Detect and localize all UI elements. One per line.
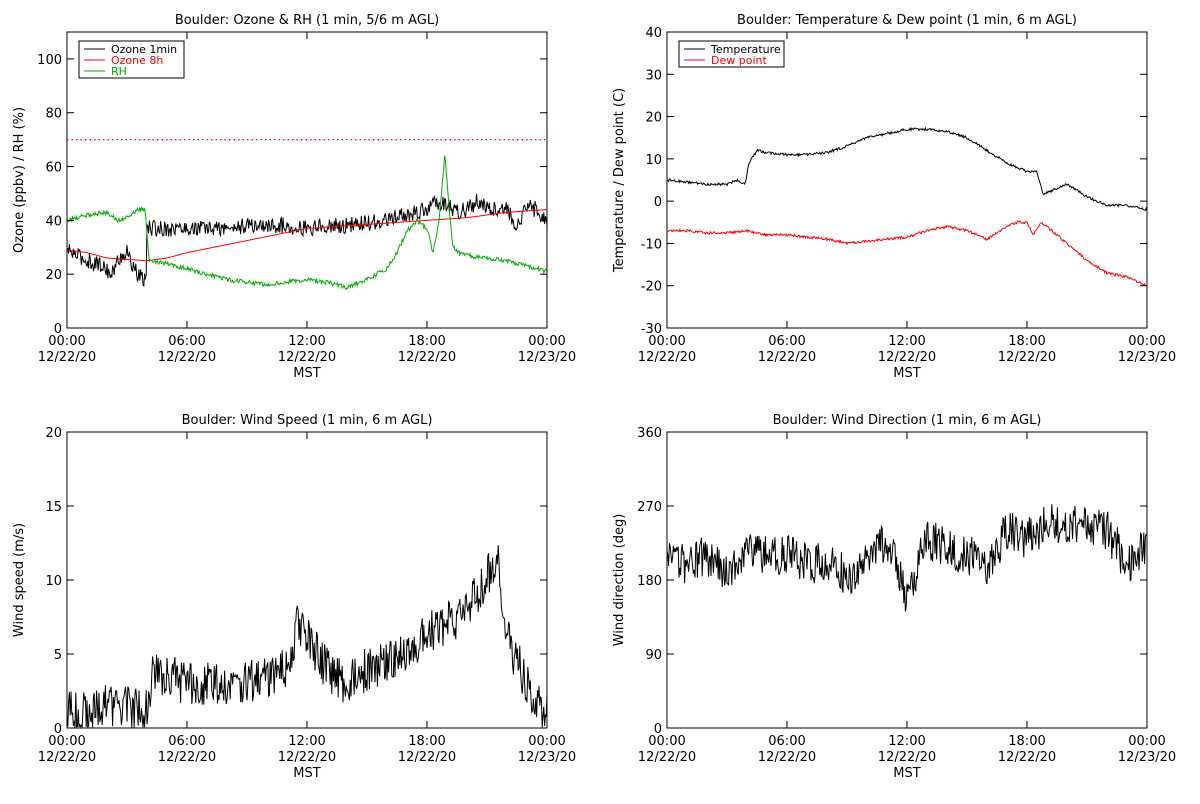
chart-wind-direction: Boulder: Wind Direction (1 min, 6 m AGL)…: [612, 413, 1176, 781]
x-axis-label: MST: [293, 366, 320, 381]
x-tick-label: 06:00: [768, 734, 805, 749]
plot-frame: [666, 431, 1148, 729]
y-tick-label: 30: [645, 68, 662, 83]
y-tick-label: 100: [37, 53, 62, 68]
y-tick-label: 60: [45, 161, 62, 176]
chart-ozone-rh: Boulder: Ozone & RH (1 min, 5/6 m AGL)00…: [12, 13, 576, 381]
x-tick-label: 12:00: [888, 334, 925, 349]
y-tick-label: 0: [654, 195, 662, 210]
y-axis-label: Wind direction (deg): [612, 514, 627, 647]
legend-label: RH: [111, 65, 127, 78]
y-tick-label: 40: [645, 26, 662, 41]
x-tick-date-label: 12/22/20: [998, 350, 1056, 365]
x-tick-label: 12:00: [288, 334, 325, 349]
x-tick-date-label: 12/22/20: [38, 750, 96, 765]
y-tick-label: -30: [641, 322, 662, 337]
chart-title: Boulder: Ozone & RH (1 min, 5/6 m AGL): [175, 13, 439, 28]
x-tick-label: 18:00: [408, 734, 445, 749]
legend-label: Dew point: [711, 54, 767, 67]
y-tick-label: -20: [641, 280, 662, 295]
x-tick-label: 00:00: [1128, 334, 1165, 349]
x-tick-label: 12:00: [888, 734, 925, 749]
y-tick-label: 20: [45, 268, 62, 283]
y-tick-label: 40: [45, 214, 62, 229]
x-axis-label: MST: [893, 366, 920, 381]
x-tick-label: 00:00: [528, 734, 565, 749]
x-tick-date-label: 12/23/20: [1118, 750, 1176, 765]
x-tick-date-label: 12/22/20: [278, 750, 336, 765]
plot-frame: [66, 431, 548, 729]
x-tick-label: 18:00: [1008, 734, 1045, 749]
series-line: [667, 220, 1147, 287]
legend-label: Temperature: [710, 43, 781, 56]
x-tick-date-label: 12/22/20: [158, 350, 216, 365]
x-tick-label: 12:00: [288, 734, 325, 749]
y-tick-label: 15: [45, 500, 62, 515]
y-axis-label: Temperature / Dew point (C): [612, 88, 627, 273]
legend-box: [678, 40, 785, 68]
x-tick-label: 00:00: [528, 334, 565, 349]
chart-title: Boulder: Temperature & Dew point (1 min,…: [737, 13, 1077, 28]
y-tick-label: 80: [45, 107, 62, 122]
legend-label: Ozone 1min: [111, 43, 177, 56]
x-tick-date-label: 12/22/20: [758, 750, 816, 765]
chart-temp-dewpoint: Boulder: Temperature & Dew point (1 min,…: [612, 13, 1176, 381]
y-tick-label: 0: [654, 722, 662, 737]
x-tick-label: 00:00: [648, 734, 685, 749]
y-tick-label: 90: [645, 648, 662, 663]
legend-label: Ozone 8h: [111, 54, 163, 67]
x-tick-date-label: 12/22/20: [398, 350, 456, 365]
x-tick-date-label: 12/22/20: [638, 750, 696, 765]
x-axis-label: MST: [893, 766, 920, 781]
x-tick-date-label: 12/22/20: [758, 350, 816, 365]
y-tick-label: 360: [637, 426, 662, 441]
series-line: [67, 155, 547, 291]
series-line: [67, 209, 547, 262]
x-tick-label: 06:00: [168, 734, 205, 749]
x-tick-label: 00:00: [48, 334, 85, 349]
x-tick-label: 00:00: [1128, 734, 1165, 749]
y-tick-label: 10: [45, 574, 62, 589]
y-tick-label: 180: [637, 574, 662, 589]
series-line: [67, 545, 547, 728]
x-tick-label: 06:00: [168, 334, 205, 349]
x-tick-label: 18:00: [408, 334, 445, 349]
x-tick-date-label: 12/22/20: [878, 350, 936, 365]
x-tick-date-label: 12/22/20: [38, 350, 96, 365]
chart-title: Boulder: Wind Direction (1 min, 6 m AGL): [773, 413, 1042, 428]
y-tick-label: 5: [54, 648, 62, 663]
y-tick-label: 270: [637, 500, 662, 515]
y-axis-label: Ozone (ppbv) / RH (%): [12, 107, 27, 253]
y-axis-label: Wind speed (m/s): [12, 523, 27, 637]
x-tick-date-label: 12/22/20: [998, 750, 1056, 765]
x-tick-date-label: 12/23/20: [518, 350, 576, 365]
x-tick-label: 18:00: [1008, 334, 1045, 349]
y-tick-label: 0: [54, 722, 62, 737]
y-tick-label: 20: [45, 426, 62, 441]
series-line: [667, 504, 1147, 612]
x-tick-date-label: 12/22/20: [638, 350, 696, 365]
plot-frame: [666, 31, 1148, 329]
x-tick-date-label: 12/22/20: [278, 350, 336, 365]
x-tick-date-label: 12/22/20: [158, 750, 216, 765]
chart-wind-speed: Boulder: Wind Speed (1 min, 6 m AGL) 00:0…: [12, 413, 576, 781]
x-tick-date-label: 12/22/20: [878, 750, 936, 765]
x-axis-label: MST: [293, 766, 320, 781]
x-tick-date-label: 12/22/20: [398, 750, 456, 765]
y-tick-label: 0: [54, 322, 62, 337]
chart-title: Boulder: Wind Speed (1 min, 6 m AGL): [182, 413, 433, 428]
y-tick-label: 10: [645, 153, 662, 168]
x-tick-label: 00:00: [48, 734, 85, 749]
series-line: [67, 193, 547, 288]
x-tick-label: 06:00: [768, 334, 805, 349]
x-tick-date-label: 12/23/20: [1118, 350, 1176, 365]
y-tick-label: -10: [641, 237, 662, 252]
x-tick-label: 00:00: [648, 334, 685, 349]
series-line: [667, 126, 1147, 212]
x-tick-date-label: 12/23/20: [518, 750, 576, 765]
y-tick-label: 20: [645, 111, 662, 126]
